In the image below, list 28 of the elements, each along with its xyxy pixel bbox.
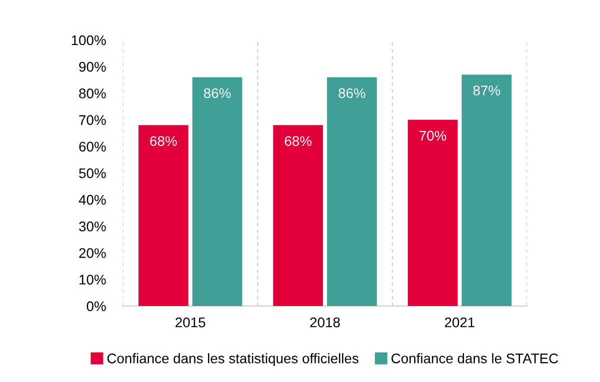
y-tick-label: 40% (78, 194, 106, 205)
bar (138, 125, 188, 306)
y-tick-label: 30% (79, 222, 106, 232)
x-tick-label: 2015 (176, 317, 206, 328)
y-tick-label: 0% (86, 301, 106, 312)
data-label: 86% (204, 88, 231, 98)
bar (192, 77, 242, 306)
y-tick-label: 90% (79, 62, 106, 72)
bar (273, 125, 323, 306)
bar (408, 120, 458, 306)
x-tick-label: 2018 (310, 317, 340, 328)
bar (327, 77, 377, 306)
data-label: 87% (473, 86, 500, 96)
x-tick-label: 2021 (444, 317, 474, 328)
y-tick-label: 20% (79, 248, 106, 258)
data-label: 86% (338, 88, 366, 98)
y-tick-label: 60% (79, 142, 106, 152)
legend-label: Confiance dans les statistiques officielles (107, 353, 358, 366)
data-label: 68% (284, 136, 312, 146)
y-tick-label: 100% (72, 35, 106, 46)
data-label: 70% (420, 130, 446, 141)
y-tick-label: 50% (79, 168, 106, 178)
data-label: 68% (150, 136, 177, 146)
bar (462, 74, 512, 306)
y-tick-label: 10% (80, 274, 106, 285)
y-tick-label: 70% (79, 115, 106, 125)
legend-label: Confiance dans le STATEC (392, 353, 558, 364)
y-tick-label: 80% (79, 88, 106, 98)
